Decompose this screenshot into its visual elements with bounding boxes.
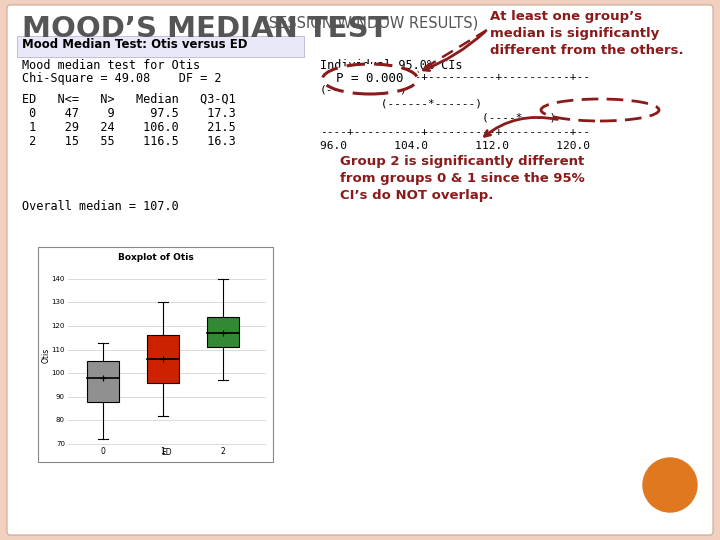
FancyBboxPatch shape xyxy=(17,36,304,57)
Text: Mood Median Test: Otis versus ED: Mood Median Test: Otis versus ED xyxy=(22,38,248,51)
Text: 0    47    9     97.5    17.3: 0 47 9 97.5 17.3 xyxy=(22,107,235,120)
Text: 2    15   55    116.5    16.3: 2 15 55 116.5 16.3 xyxy=(22,135,235,148)
Bar xyxy=(147,335,179,383)
Text: ----+----------+----------+----------+--: ----+----------+----------+----------+-- xyxy=(320,72,590,82)
Text: 0: 0 xyxy=(101,447,105,456)
Text: (------*------): (------*------) xyxy=(320,99,482,109)
Circle shape xyxy=(643,458,697,512)
Text: Individual 95.0% CIs: Individual 95.0% CIs xyxy=(320,59,462,72)
Text: 70: 70 xyxy=(56,441,65,447)
Ellipse shape xyxy=(323,64,418,94)
Text: 2: 2 xyxy=(220,447,225,456)
Text: 1: 1 xyxy=(161,447,166,456)
Text: 130: 130 xyxy=(52,299,65,306)
Text: Chi-Square = 49.08    DF = 2: Chi-Square = 49.08 DF = 2 xyxy=(22,72,222,85)
Text: Group 2 is significantly different
from groups 0 & 1 since the 95%
CI’s do NOT o: Group 2 is significantly different from … xyxy=(340,155,585,202)
Text: 80: 80 xyxy=(56,417,65,423)
Text: Boxplot of Otis: Boxplot of Otis xyxy=(117,253,194,262)
Bar xyxy=(207,316,239,347)
Text: Mood median test for Otis: Mood median test for Otis xyxy=(22,59,200,72)
Text: (-----*-----): (-----*-----) xyxy=(320,85,408,95)
Text: (----*----): (----*----) xyxy=(320,113,557,123)
Text: 120: 120 xyxy=(52,323,65,329)
Text: Overall median = 107.0: Overall median = 107.0 xyxy=(22,200,179,213)
Text: ----+----------+----------+----------+--: ----+----------+----------+----------+-- xyxy=(320,127,590,137)
Text: 110: 110 xyxy=(52,347,65,353)
FancyBboxPatch shape xyxy=(38,247,273,462)
Text: MOOD’S MEDIAN TEST: MOOD’S MEDIAN TEST xyxy=(22,15,389,43)
Bar xyxy=(87,361,119,402)
Text: Otis: Otis xyxy=(42,348,50,363)
Text: 100: 100 xyxy=(52,370,65,376)
Text: 1    29   24    106.0    21.5: 1 29 24 106.0 21.5 xyxy=(22,121,235,134)
Text: (SESSION WINDOW RESULTS): (SESSION WINDOW RESULTS) xyxy=(263,15,478,30)
Text: At least one group’s
median is significantly
different from the others.: At least one group’s median is significa… xyxy=(490,10,683,57)
FancyBboxPatch shape xyxy=(7,5,713,535)
Text: ED: ED xyxy=(161,448,172,457)
Text: P = 0.000: P = 0.000 xyxy=(336,72,404,85)
Text: 140: 140 xyxy=(52,276,65,282)
Text: 96.0       104.0       112.0       120.0: 96.0 104.0 112.0 120.0 xyxy=(320,141,590,151)
Text: ED   N<=   N>   Median   Q3-Q1: ED N<= N> Median Q3-Q1 xyxy=(22,93,235,106)
Text: 90: 90 xyxy=(56,394,65,400)
